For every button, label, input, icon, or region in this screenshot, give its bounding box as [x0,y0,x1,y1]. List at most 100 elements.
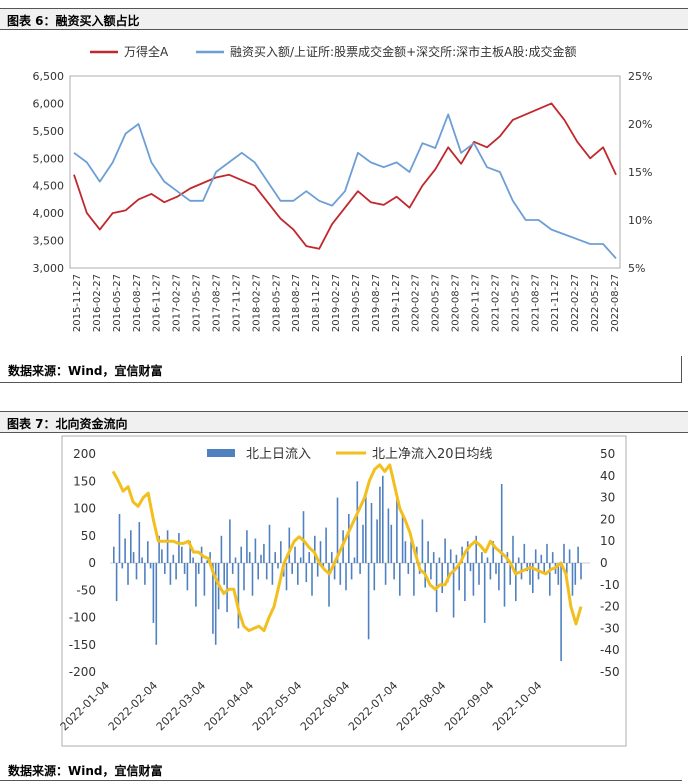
daily-inflow-bar [379,486,381,563]
daily-inflow-bar [464,563,466,602]
daily-inflow-bar [263,543,265,563]
y-left-tick-label: 0 [88,556,96,570]
daily-inflow-bar [294,546,296,563]
figure2-source: 数据来源：Wind，宜信财富 [8,764,163,778]
daily-inflow-bar [197,563,200,574]
y-left-tick-label: 5,500 [33,125,65,138]
y-left-tick-label: 200 [73,447,96,461]
x-tick-label: 2019-05-27 [351,274,362,332]
daily-inflow-bar [566,563,568,574]
daily-inflow-bar [399,563,401,596]
daily-inflow-bar [113,546,115,563]
daily-inflow-bar [268,524,271,563]
daily-inflow-bar [226,563,228,613]
daily-inflow-bar [571,563,574,596]
daily-inflow-bar [359,563,361,574]
x-tick-label: 2019-02-27 [331,274,342,332]
plot1-area [69,75,621,269]
y-right-tick-label: -40 [600,643,620,657]
daily-inflow-bar [515,563,517,602]
daily-inflow-bar [189,541,191,563]
x-tick-label: 2019-08-27 [371,274,382,332]
y-left-tick-label: -150 [69,638,96,652]
legend1-blue-label: 融资买入额/上证所:股票成交金额+深交所:深市主板A股:成交金额 [230,44,576,59]
y-right-tick-label: 10% [628,214,652,227]
daily-inflow-bar [288,527,291,563]
daily-inflow-bar [231,563,234,574]
y-right-tick-label: 30 [600,491,615,505]
figure2-chart: 北上日流入 北上净流入20日均线 200150100500-50-100-150… [58,435,627,747]
figure2-title: 图表 7：北向资金流向 [7,417,128,431]
daily-inflow-bar [492,541,494,563]
x-tick-label: 2020-05-27 [431,274,442,332]
x-tick-label: 2017-02-27 [172,274,183,332]
daily-inflow-bar [158,535,160,564]
daily-inflow-bar [529,563,531,585]
daily-inflow-bar [164,563,166,574]
x-tick-label: 2016-05-27 [112,274,123,332]
x-tick-label: 2020-11-27 [471,274,482,332]
daily-inflow-bar [183,563,186,574]
daily-inflow-bar [350,563,353,580]
daily-inflow-bar [444,538,446,563]
daily-inflow-bar [186,563,189,591]
y-right-tick-label: 50 [600,447,615,461]
y-right-tick-label: 20% [628,118,652,131]
daily-inflow-bar [169,563,172,585]
y-left-tick-label: 3,000 [33,262,65,275]
x-tick-label: 2018-08-27 [291,274,302,332]
daily-inflow-bar [393,563,395,580]
daily-inflow-bar [447,563,449,583]
daily-inflow-bar [574,563,577,585]
daily-inflow-bar [291,563,293,574]
daily-inflow-bar [214,563,217,645]
daily-inflow-bar [438,557,441,563]
daily-inflow-bar [452,563,455,618]
daily-inflow-bar [314,535,316,564]
daily-inflow-bar [195,563,197,607]
y-right-tick-label: 5% [628,262,645,275]
y-right-tick-label: 15% [628,166,652,179]
daily-inflow-bar [316,563,319,577]
daily-inflow-bar [308,552,310,563]
daily-inflow-bar [495,563,497,574]
daily-inflow-bar [240,546,242,563]
daily-inflow-bar [472,563,475,596]
daily-inflow-bar [138,522,141,563]
daily-inflow-bar [461,546,463,563]
daily-inflow-bar [382,475,384,563]
daily-inflow-bar [551,552,554,563]
daily-inflow-bar [251,563,254,596]
daily-inflow-bar [311,563,313,596]
daily-inflow-bar [466,541,469,563]
y-left-tick-label: 6,500 [33,70,65,83]
daily-inflow-bar [257,563,259,580]
daily-inflow-bar [486,557,489,563]
x-tick-label: 2018-05-27 [271,274,282,332]
y-left-tick-label: -100 [69,611,96,625]
x-tick-label: 2022-08-27 [610,274,621,332]
daily-inflow-bar [234,557,237,563]
daily-inflow-bar [328,563,330,607]
daily-inflow-bar [498,563,500,591]
daily-inflow-bar [175,563,177,580]
y-left-tick-label: 6,000 [33,97,65,110]
daily-inflow-bar [512,535,514,564]
x-tick-label: 2021-08-27 [530,274,541,332]
daily-inflow-bar [229,519,231,563]
y-left-tick-label: -50 [76,583,96,597]
daily-inflow-bar [271,563,274,585]
daily-inflow-bar [203,563,206,596]
daily-inflow-bar [500,484,503,563]
daily-inflow-bar [401,514,404,563]
daily-inflow-bar [209,552,211,563]
daily-inflow-bar [144,563,146,585]
y-right-tick-label: 25% [628,70,652,83]
daily-inflow-bar [449,549,452,563]
daily-inflow-bar [384,563,387,585]
daily-inflow-bar [404,541,407,563]
daily-inflow-bar [540,554,543,563]
daily-inflow-bar [277,563,279,569]
daily-inflow-bar [353,557,356,563]
x-tick-label: 2016-11-27 [152,274,163,332]
